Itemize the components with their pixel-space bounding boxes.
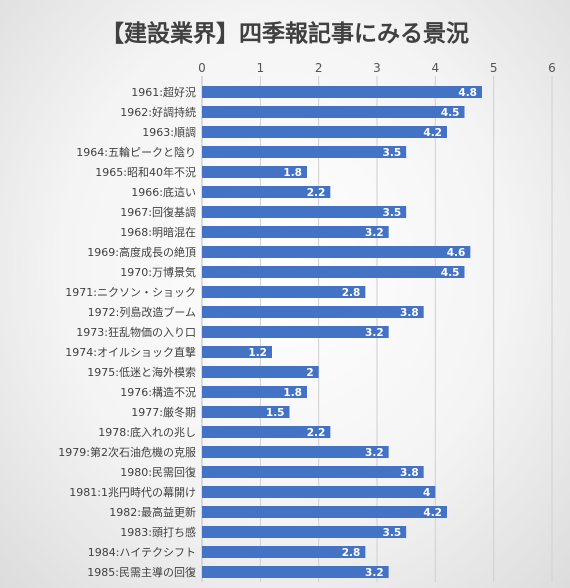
- bar: [202, 306, 424, 318]
- data-label: 2.2: [307, 187, 326, 199]
- bar: [202, 446, 389, 458]
- bar: [202, 346, 272, 358]
- category-label: 1980:民需回復: [120, 466, 196, 479]
- category-label: 1964:五輪ピークと陰り: [76, 145, 196, 159]
- data-label: 4.2: [423, 507, 442, 519]
- data-label: 1.8: [283, 387, 302, 399]
- data-label: 3.2: [365, 227, 384, 239]
- data-label: 2.8: [342, 547, 361, 559]
- category-label: 1984:ハイテクシフト: [88, 546, 196, 559]
- bar: [202, 466, 424, 478]
- bar: [202, 566, 389, 578]
- category-label: 1978:底入れの兆し: [98, 425, 196, 439]
- bar: [202, 506, 447, 518]
- data-label: 3.5: [383, 207, 402, 219]
- category-label: 1962:好調持続: [120, 105, 196, 119]
- bar: [202, 386, 307, 398]
- bar: [202, 226, 389, 238]
- data-label: 3.2: [365, 327, 384, 339]
- x-tick-label: 5: [490, 61, 498, 75]
- bar: [202, 286, 366, 298]
- bar: [202, 166, 307, 178]
- data-label: 4.5: [441, 107, 460, 119]
- bar: [202, 426, 331, 438]
- category-label: 1971:ニクソン・ショック: [65, 286, 196, 299]
- data-label: 3.8: [400, 467, 419, 479]
- x-tick-label: 0: [198, 61, 206, 75]
- data-label: 2.2: [307, 427, 326, 439]
- bar: [202, 186, 331, 198]
- bar: [202, 126, 447, 138]
- x-tick-label: 3: [373, 61, 381, 75]
- bar: [202, 526, 407, 538]
- category-label: 1969:高度成長の絶頂: [87, 245, 196, 259]
- data-label: 3.5: [383, 527, 402, 539]
- bar: [202, 546, 366, 558]
- category-label: 1983:頭打ち感: [120, 525, 196, 539]
- category-label: 1961:超好況: [131, 85, 196, 99]
- bar: [202, 246, 471, 258]
- category-label: 1968:明暗混在: [120, 225, 196, 239]
- category-label: 1965:昭和40年不況: [95, 165, 196, 179]
- category-label: 1985:民需主導の回復: [87, 565, 196, 579]
- category-label: 1973:狂乱物価の入り口: [76, 325, 196, 339]
- bar: [202, 486, 436, 498]
- data-label: 2: [306, 367, 313, 379]
- data-label: 4.5: [441, 267, 460, 279]
- data-label: 4.6: [447, 247, 466, 259]
- category-label: 1982:最高益更新: [109, 505, 196, 519]
- category-label: 1979:第2次石油危機の克服: [58, 445, 196, 459]
- data-label: 3.2: [365, 447, 384, 459]
- bar: [202, 146, 407, 158]
- data-label: 2.8: [342, 287, 361, 299]
- category-label: 1963:順調: [142, 125, 196, 139]
- data-label: 3.5: [383, 147, 402, 159]
- x-tick-label: 4: [432, 61, 440, 75]
- category-label: 1966:底這い: [131, 185, 196, 199]
- bar: [202, 326, 389, 338]
- category-label: 1972:列島改造ブーム: [88, 305, 196, 319]
- category-label: 1976:構造不況: [120, 385, 196, 399]
- category-label: 1977:厳冬期: [131, 405, 196, 419]
- data-label: 3.8: [400, 307, 419, 319]
- data-label: 1.5: [266, 407, 285, 419]
- bar: [202, 406, 290, 418]
- category-label: 1967:回復基調: [120, 205, 196, 219]
- bar: [202, 86, 482, 98]
- data-label: 1.2: [248, 347, 267, 359]
- bar: [202, 206, 407, 218]
- category-label: 1970:万博景気: [120, 265, 196, 279]
- bar: [202, 106, 465, 118]
- category-label: 1981:1兆円時代の幕開け: [69, 485, 196, 499]
- x-tick-label: 1: [257, 61, 265, 75]
- x-tick-label: 6: [548, 61, 556, 75]
- category-label: 1974:オイルショック直撃: [65, 345, 196, 359]
- chart-title: 【建設業界】四季報記事にみる景況: [101, 21, 469, 47]
- bar: [202, 266, 465, 278]
- category-label: 1975:低迷と海外模索: [87, 365, 196, 379]
- x-tick-label: 2: [315, 61, 323, 75]
- data-label: 4.8: [458, 87, 477, 99]
- data-label: 4: [423, 487, 430, 499]
- data-label: 3.2: [365, 567, 384, 579]
- data-label: 1.8: [283, 167, 302, 179]
- bar: [202, 366, 319, 378]
- data-label: 4.2: [423, 127, 442, 139]
